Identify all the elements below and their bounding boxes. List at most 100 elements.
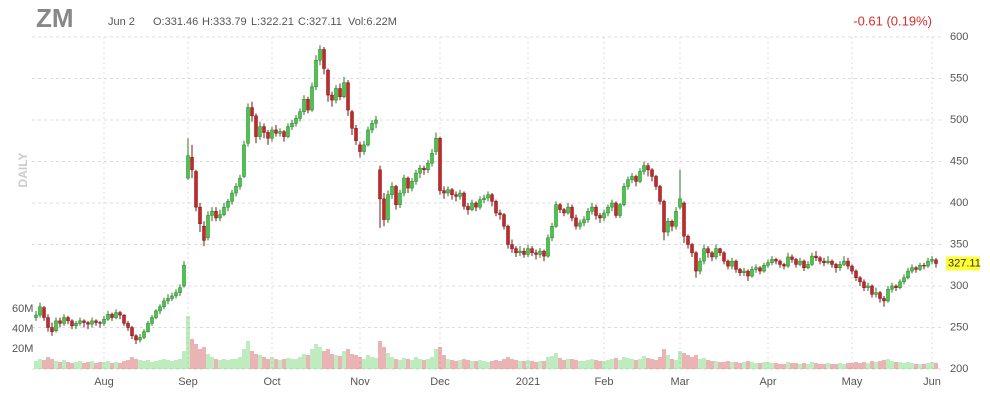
volume-bar bbox=[182, 351, 186, 369]
volume-bar bbox=[282, 359, 286, 369]
candle-body bbox=[794, 259, 798, 265]
volume-bar bbox=[530, 361, 534, 369]
candle-body bbox=[126, 323, 130, 328]
volume-bar bbox=[150, 362, 154, 369]
candle-body bbox=[890, 285, 894, 290]
volume-bar bbox=[82, 363, 86, 369]
candle-body bbox=[130, 327, 134, 337]
candle-body bbox=[182, 265, 186, 287]
candle-body bbox=[798, 260, 802, 265]
candle-body bbox=[874, 292, 878, 295]
volume-bar bbox=[334, 355, 338, 369]
candle-body bbox=[406, 177, 410, 189]
candle-body bbox=[622, 186, 626, 205]
volume-bar bbox=[374, 358, 378, 369]
candle-body bbox=[650, 169, 654, 177]
volume-bar bbox=[522, 361, 526, 369]
volume-bar bbox=[566, 359, 570, 369]
volume-bar bbox=[542, 361, 546, 369]
volume-bar bbox=[294, 359, 298, 369]
candle-body bbox=[922, 265, 926, 267]
volume-bar bbox=[794, 363, 798, 369]
volume-bar bbox=[70, 363, 74, 369]
candle-body bbox=[834, 264, 838, 268]
candle-body bbox=[742, 270, 746, 273]
y-tick-label: 600 bbox=[950, 31, 968, 43]
candle-body bbox=[578, 222, 582, 227]
volume-bar bbox=[754, 363, 758, 369]
volume-bar bbox=[454, 361, 458, 369]
volume-bar bbox=[866, 363, 870, 369]
candle-body bbox=[614, 202, 618, 216]
volume-bar bbox=[314, 344, 318, 369]
volume-bar bbox=[818, 364, 822, 369]
candle-body bbox=[646, 165, 650, 171]
x-tick-label: Apr bbox=[759, 376, 776, 388]
candle-body bbox=[242, 144, 246, 177]
candle-body bbox=[330, 94, 334, 101]
candle-body bbox=[858, 277, 862, 283]
quote-high: H:333.79 bbox=[202, 16, 247, 28]
volume-bar bbox=[394, 359, 398, 369]
volume-bar bbox=[438, 347, 442, 369]
candle-body bbox=[74, 323, 78, 327]
volume-bar bbox=[822, 364, 826, 369]
volume-bar bbox=[446, 359, 450, 369]
candle-body bbox=[750, 269, 754, 277]
candle-body bbox=[630, 176, 634, 181]
candle-body bbox=[38, 306, 42, 316]
candle-body bbox=[170, 295, 174, 299]
candle-body bbox=[194, 171, 198, 208]
volume-bar bbox=[326, 349, 330, 369]
volume-bar bbox=[490, 361, 494, 369]
candle-body bbox=[870, 285, 874, 295]
volume-bar bbox=[458, 360, 462, 369]
volume-bar bbox=[594, 360, 598, 369]
volume-bar bbox=[146, 360, 150, 369]
y-tick-label: 300 bbox=[950, 280, 968, 292]
candle-body bbox=[278, 131, 282, 134]
volume-bar bbox=[434, 349, 438, 369]
volume-bar bbox=[126, 360, 130, 369]
candle-body bbox=[382, 198, 386, 220]
candle-body bbox=[210, 211, 214, 216]
volume-bar bbox=[850, 363, 854, 369]
candle-body bbox=[446, 189, 450, 194]
candle-body bbox=[658, 186, 662, 202]
candle-body bbox=[334, 88, 338, 101]
candle-body bbox=[526, 248, 530, 255]
volume-bar bbox=[322, 351, 326, 369]
candle-body bbox=[498, 212, 502, 215]
volume-bar bbox=[886, 359, 890, 369]
volume-bar bbox=[198, 349, 202, 369]
volume-bar bbox=[554, 353, 558, 369]
candle-body bbox=[830, 260, 834, 265]
candle-body bbox=[350, 111, 354, 129]
volume-bar bbox=[714, 361, 718, 369]
volume-bar bbox=[230, 359, 234, 369]
volume-bar bbox=[226, 360, 230, 369]
candle-body bbox=[846, 260, 850, 267]
volume-bar bbox=[222, 359, 226, 369]
candle-body bbox=[358, 144, 362, 152]
candle-body bbox=[822, 260, 826, 264]
y-tick-label: 450 bbox=[950, 155, 968, 167]
volume-bar bbox=[206, 354, 210, 369]
volume-bar bbox=[518, 361, 522, 369]
candle-body bbox=[158, 306, 162, 312]
candle-body bbox=[906, 270, 910, 278]
volume-bar bbox=[46, 357, 50, 369]
volume-bar bbox=[638, 359, 642, 369]
volume-bar bbox=[602, 361, 606, 369]
candle-body bbox=[298, 111, 302, 119]
candle-body bbox=[482, 197, 486, 200]
candle-body bbox=[374, 119, 378, 124]
volume-bar bbox=[514, 360, 518, 369]
candle-body bbox=[282, 131, 286, 137]
volume-bar bbox=[662, 349, 666, 369]
candle-body bbox=[218, 214, 222, 219]
volume-bar bbox=[758, 363, 762, 369]
y-tick-label: 550 bbox=[950, 72, 968, 84]
